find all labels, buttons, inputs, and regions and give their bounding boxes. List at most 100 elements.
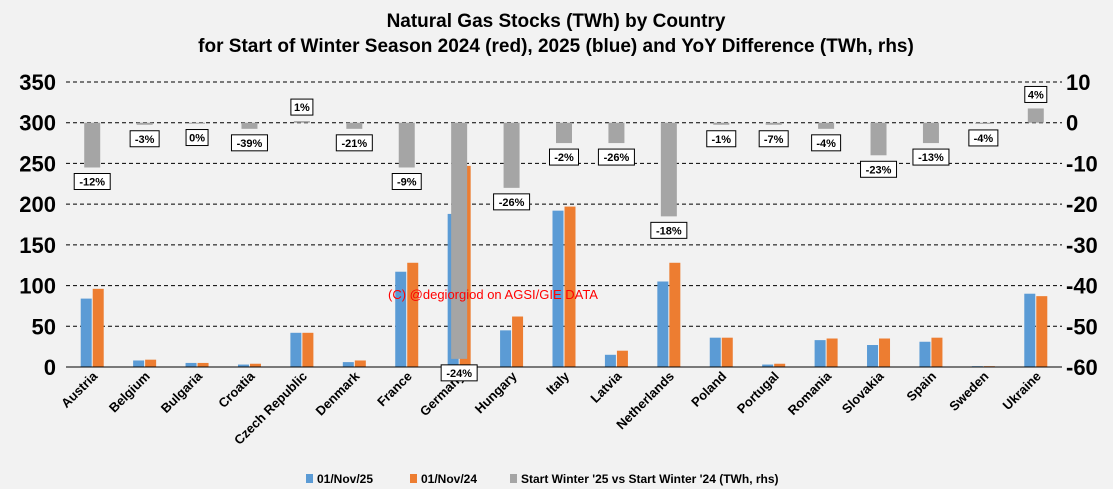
diff-label: -12% xyxy=(73,173,111,190)
bar-nov24 xyxy=(826,338,838,367)
diff-label-text: -23% xyxy=(866,164,892,176)
diff-label: -9% xyxy=(391,173,422,190)
bar-yoy-diff xyxy=(136,122,153,125)
chart-subtitle: for Start of Winter Season 2024 (red), 2… xyxy=(198,36,914,57)
bars xyxy=(80,108,1048,367)
diff-label-box xyxy=(290,98,314,116)
bar-nov25 xyxy=(133,360,145,367)
bar-nov24 xyxy=(197,362,209,367)
diff-label-text: -12% xyxy=(79,177,105,189)
diff-label: -1% xyxy=(706,130,737,148)
diff-label-text: -26% xyxy=(499,197,525,209)
diff-label-box xyxy=(758,130,789,148)
diff-label-box xyxy=(597,148,635,166)
diff-label: -2% xyxy=(549,148,579,166)
diff-label-text: -2% xyxy=(554,152,574,164)
bar-nov24 xyxy=(931,337,943,367)
diff-label-box xyxy=(912,148,950,166)
y2-tick-label: -60 xyxy=(1066,355,1098,380)
bar-nov24 xyxy=(249,363,261,367)
bar-nov25 xyxy=(867,345,879,367)
bar-nov25 xyxy=(237,364,249,367)
bar-nov25 xyxy=(395,271,407,367)
y2-tick-label: -50 xyxy=(1066,314,1098,339)
bar-nov25 xyxy=(919,341,931,367)
bar-yoy-diff xyxy=(660,122,677,217)
diff-label-box xyxy=(650,221,688,239)
diff-label-text: -4% xyxy=(816,138,836,150)
bar-yoy-diff xyxy=(556,122,572,144)
diff-label-text: 0% xyxy=(189,133,205,145)
bar-nov24 xyxy=(879,338,891,367)
diff-label-box xyxy=(706,130,737,148)
y-tick-label: 250 xyxy=(19,151,56,176)
bar-nov25 xyxy=(552,210,564,367)
difference-labels: -12% -3% 0% -39% 1% -21% -9% -24% -26% -2% -26% -18… xyxy=(73,85,1048,382)
bar-yoy-diff xyxy=(293,121,310,123)
diff-label-box xyxy=(391,173,422,190)
bar-yoy-diff xyxy=(451,122,468,359)
diff-label-box xyxy=(811,134,842,152)
diff-label-box xyxy=(73,173,111,190)
bar-nov24 xyxy=(669,262,681,367)
legend-swatch xyxy=(306,474,313,483)
diff-label-text: -13% xyxy=(918,152,944,164)
diff-label-text: -1% xyxy=(711,134,731,146)
diff-label: 0% xyxy=(185,129,209,147)
y-tick-label: 200 xyxy=(19,192,56,217)
y-tick-label: 300 xyxy=(19,111,56,136)
bar-yoy-diff xyxy=(818,122,835,129)
diff-label-box xyxy=(549,148,579,166)
bar-nov24 xyxy=(407,262,419,367)
bar-yoy-diff xyxy=(241,122,258,129)
diff-label: -39% xyxy=(230,134,268,152)
diff-label-box xyxy=(440,364,478,382)
bar-yoy-diff xyxy=(84,122,101,168)
diff-label: 4% xyxy=(1024,85,1048,103)
bar-yoy-diff xyxy=(922,122,939,144)
diff-label-box xyxy=(493,193,531,211)
diff-label-box xyxy=(335,134,373,152)
bar-nov25 xyxy=(657,281,669,367)
diff-label: -26% xyxy=(493,193,531,211)
diff-label: -18% xyxy=(650,221,688,239)
diff-label-box xyxy=(230,134,268,152)
bar-nov24 xyxy=(512,316,524,367)
legend-swatch xyxy=(410,474,417,483)
bar-nov24 xyxy=(302,332,314,367)
diff-label: 1% xyxy=(290,98,314,116)
diff-label-text: 4% xyxy=(1028,89,1044,101)
diff-label: -13% xyxy=(912,148,950,166)
diff-label-text: -9% xyxy=(397,177,417,189)
diff-label-box xyxy=(129,130,160,148)
diff-label-text: -26% xyxy=(604,152,630,164)
y-tick-label: 150 xyxy=(19,233,56,258)
bar-nov25 xyxy=(500,330,512,367)
bar-yoy-diff xyxy=(870,122,887,156)
diff-label-text: -39% xyxy=(237,138,263,150)
bar-yoy-diff xyxy=(346,122,363,129)
bar-nov25 xyxy=(80,298,92,367)
bar-yoy-diff xyxy=(608,122,625,144)
bar-nov24 xyxy=(616,350,628,367)
diff-label: -21% xyxy=(335,134,373,152)
diff-label: -23% xyxy=(860,160,898,178)
bar-yoy-diff xyxy=(975,122,992,124)
y2-tick-label: 0 xyxy=(1066,111,1078,136)
diff-label: -3% xyxy=(129,130,160,148)
diff-label-text: -7% xyxy=(764,134,784,146)
bar-nov24 xyxy=(721,337,733,367)
bar-yoy-diff xyxy=(189,122,206,124)
diff-label-text: -3% xyxy=(135,134,155,146)
diff-label-text: 1% xyxy=(294,102,310,114)
y-tick-label: 0 xyxy=(44,355,56,380)
legend-label: 01/Nov/24 xyxy=(421,472,477,486)
bar-nov25 xyxy=(814,340,826,367)
diff-label-text: -24% xyxy=(446,368,472,380)
bar-yoy-diff xyxy=(765,122,782,125)
bar-yoy-diff xyxy=(503,122,520,188)
bar-nov24 xyxy=(1036,296,1048,367)
y2-tick-label: -30 xyxy=(1066,233,1098,258)
bar-nov25 xyxy=(290,332,302,367)
diff-label: -7% xyxy=(758,130,789,148)
